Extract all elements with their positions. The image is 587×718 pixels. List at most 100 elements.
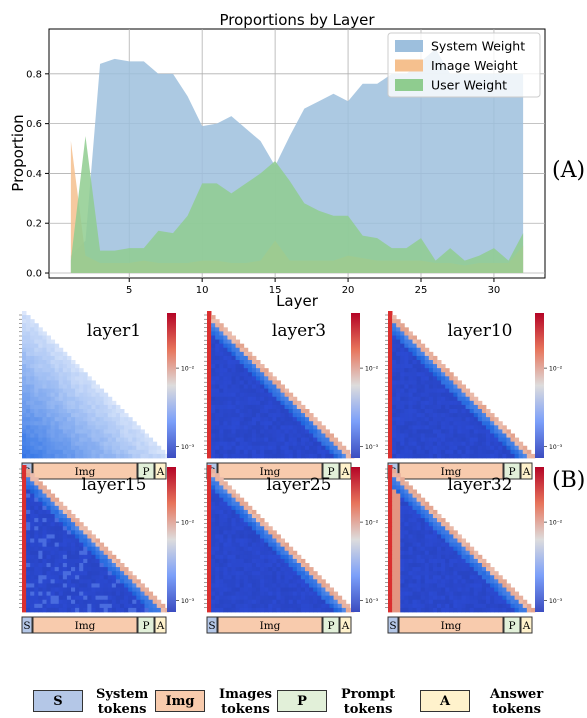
heatmap-cell bbox=[247, 550, 253, 556]
heatmap-cell bbox=[42, 441, 47, 447]
heatmap-cell bbox=[107, 603, 113, 609]
heatmap-cell bbox=[71, 550, 76, 556]
heatmap-cell bbox=[494, 449, 499, 455]
heatmap-cell bbox=[268, 542, 273, 548]
heatmap-cell bbox=[498, 583, 503, 588]
heatmap-cell bbox=[388, 343, 393, 349]
heatmap-cell bbox=[457, 567, 462, 572]
heatmap-cell bbox=[207, 477, 212, 482]
heatmap-cell bbox=[420, 372, 426, 377]
heatmap-cell bbox=[50, 400, 56, 406]
x-tick-label: 10 bbox=[196, 285, 209, 296]
heatmap-cell bbox=[111, 417, 117, 422]
heatmap-cell bbox=[83, 404, 88, 410]
heatmap-cell bbox=[445, 392, 450, 398]
heatmap-cell bbox=[239, 445, 245, 451]
heatmap-cell bbox=[211, 380, 216, 385]
heatmap-cell bbox=[83, 550, 88, 556]
heatmap-cell bbox=[453, 400, 458, 406]
heatmap-cell bbox=[494, 429, 499, 434]
heatmap-cell bbox=[428, 437, 434, 443]
heatmap-cell bbox=[404, 603, 409, 609]
segment-a bbox=[154, 616, 167, 634]
heatmap-cell bbox=[396, 404, 401, 410]
heatmap-cell bbox=[473, 441, 479, 447]
heatmap-cell bbox=[58, 433, 64, 438]
heatmap-cell bbox=[75, 433, 80, 438]
heatmap-cell bbox=[510, 595, 515, 601]
heatmap-cell bbox=[215, 445, 220, 451]
heatmap-cell bbox=[30, 384, 35, 389]
heatmap-cell bbox=[288, 603, 294, 609]
heatmap-cell bbox=[260, 518, 265, 523]
heatmap-cell bbox=[107, 579, 113, 584]
heatmap-cell bbox=[453, 396, 458, 402]
heatmap-cell bbox=[38, 360, 43, 365]
heatmap-cell bbox=[388, 595, 393, 601]
heatmap-cell bbox=[276, 554, 281, 560]
heatmap-cell bbox=[388, 413, 393, 418]
heatmap-cell bbox=[46, 368, 51, 373]
heatmap-cell bbox=[34, 587, 39, 592]
heatmap-cell bbox=[46, 538, 51, 543]
heatmap-cell bbox=[498, 437, 503, 443]
heatmap-cell bbox=[115, 425, 121, 430]
heatmap-cell bbox=[260, 603, 265, 609]
heatmap-cell bbox=[38, 542, 43, 548]
heatmap-cell bbox=[251, 384, 257, 389]
heatmap-cell bbox=[58, 505, 64, 511]
heatmap-cell bbox=[392, 514, 397, 519]
heatmap-cell bbox=[71, 599, 76, 605]
heatmap-cell bbox=[437, 400, 442, 406]
heatmap-cell bbox=[288, 563, 294, 568]
heatmap-cell bbox=[50, 591, 56, 597]
heatmap-cell bbox=[231, 546, 236, 552]
heatmap-cell bbox=[223, 550, 228, 556]
heatmap-cell bbox=[42, 364, 47, 369]
heatmap-cell bbox=[424, 441, 430, 447]
heatmap-cell bbox=[34, 550, 39, 556]
heatmap-cell bbox=[239, 526, 245, 531]
heatmap-cell bbox=[465, 413, 471, 418]
heatmap-cell bbox=[239, 453, 245, 459]
heatmap-cell bbox=[243, 546, 249, 552]
heatmap-cell bbox=[58, 595, 64, 601]
heatmap-cell bbox=[91, 554, 96, 560]
heatmap-cell bbox=[416, 388, 422, 394]
heatmap-cell bbox=[34, 538, 39, 543]
heatmap-cell bbox=[424, 505, 430, 511]
heatmap-cell bbox=[420, 376, 426, 381]
heatmap-cell bbox=[227, 384, 232, 389]
heatmap-cell bbox=[115, 445, 121, 451]
heatmap-cell bbox=[309, 599, 314, 605]
heatmap-cell bbox=[300, 429, 306, 434]
heatmap-cell bbox=[207, 417, 212, 422]
area-series-layer bbox=[70, 48, 524, 274]
heatmap-cell bbox=[227, 388, 232, 394]
heatmap-cell bbox=[38, 591, 43, 597]
heatmap-cell bbox=[54, 409, 60, 414]
heatmap-cell bbox=[227, 607, 232, 613]
heatmap-cell bbox=[219, 542, 224, 548]
heatmap-cell bbox=[445, 453, 450, 459]
heatmap-cell bbox=[400, 323, 405, 328]
heatmap-cell bbox=[490, 433, 495, 438]
heatmap-cell bbox=[292, 554, 298, 560]
heatmap-cell bbox=[231, 607, 236, 613]
heatmap-cell bbox=[42, 542, 47, 548]
heatmap-cell bbox=[412, 351, 417, 357]
heatmap-cell bbox=[453, 542, 458, 548]
heatmap-cell bbox=[219, 599, 224, 605]
heatmap-cell bbox=[211, 355, 216, 361]
heatmap-cell bbox=[453, 550, 458, 556]
heatmap-cell bbox=[514, 595, 520, 601]
segment-p bbox=[322, 616, 340, 634]
heatmap-cell bbox=[256, 376, 261, 381]
heatmap-cell bbox=[227, 360, 232, 365]
heatmap-cell bbox=[420, 425, 426, 430]
heatmap-cell bbox=[288, 579, 294, 584]
heatmap-cell bbox=[388, 380, 393, 385]
heatmap-cell bbox=[54, 595, 60, 601]
heatmap-cell bbox=[219, 579, 224, 584]
heatmap-cell bbox=[420, 546, 426, 552]
